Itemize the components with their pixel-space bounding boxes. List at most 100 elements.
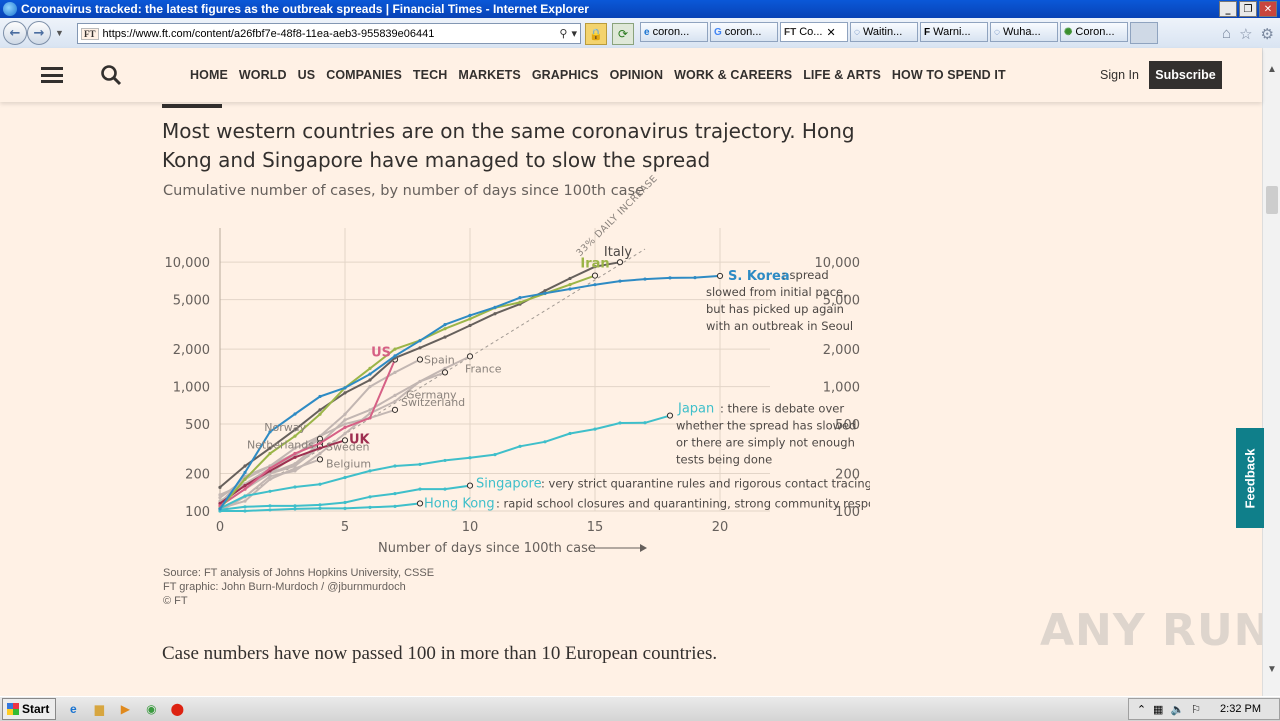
- window-title: Coronavirus tracked: the latest figures …: [21, 2, 589, 16]
- data-point: [418, 339, 422, 343]
- network-icon[interactable]: ▦: [1153, 703, 1164, 716]
- anyrun-watermark: ANY RUN: [1040, 605, 1272, 656]
- tab-label: Waitin...: [862, 26, 903, 38]
- show-hidden-icons[interactable]: ⌃: [1136, 703, 1147, 716]
- data-point: [368, 408, 372, 412]
- feedback-tab[interactable]: Feedback: [1236, 428, 1264, 528]
- nav-item[interactable]: HOW TO SPEND IT: [891, 68, 1006, 82]
- subscribe-button[interactable]: Subscribe: [1149, 61, 1222, 89]
- volume-icon[interactable]: 🔈: [1170, 703, 1185, 716]
- chart-annotation: : very strict quarantine rules and rigor…: [541, 477, 870, 491]
- data-point: [393, 464, 397, 468]
- series-label: France: [465, 362, 502, 375]
- data-point: [268, 446, 272, 450]
- dropdown-icon[interactable]: ▾: [571, 28, 577, 40]
- close-tab-icon[interactable]: ✕: [826, 26, 836, 39]
- data-point: [343, 506, 347, 510]
- tools-gear-icon[interactable]: ⚙: [1260, 26, 1274, 43]
- nav-item[interactable]: OPINION: [609, 68, 664, 82]
- nav-item[interactable]: WORK & CAREERS: [674, 68, 793, 82]
- media-player-icon[interactable]: ▶: [120, 702, 130, 716]
- ie-taskbar-icon[interactable]: e: [70, 702, 77, 716]
- data-point: [618, 279, 622, 283]
- data-point: [468, 456, 472, 460]
- nav-item[interactable]: US: [297, 68, 316, 82]
- y-tick-label-right: 10,000: [815, 256, 861, 271]
- restore-button[interactable]: ❐: [1239, 1, 1257, 17]
- favorites-star-icon[interactable]: ☆: [1239, 26, 1253, 43]
- search-icon[interactable]: [100, 64, 122, 86]
- virus-icon: ✺: [1064, 26, 1073, 38]
- data-point: [466, 482, 474, 489]
- data-point: [668, 276, 672, 280]
- nav-item[interactable]: GRAPHICS: [531, 68, 599, 82]
- browser-tab[interactable]: FT Co... ✕: [780, 22, 848, 42]
- new-tab-button[interactable]: [1130, 22, 1158, 44]
- data-point: [268, 474, 272, 478]
- browser-tab[interactable]: ◌ Wuha...: [990, 22, 1058, 42]
- data-point: [416, 356, 424, 363]
- nav-item[interactable]: COMPANIES: [326, 68, 402, 82]
- series-label: Sweden: [326, 440, 369, 453]
- explorer-folder-icon[interactable]: ▆: [94, 702, 104, 716]
- scroll-down-icon[interactable]: ▼: [1267, 664, 1277, 675]
- data-point: [416, 500, 424, 507]
- chart-annotation: : spread: [782, 268, 829, 282]
- action-center-flag-icon[interactable]: ⚐: [1191, 703, 1202, 716]
- sign-in-link[interactable]: Sign In: [1100, 68, 1139, 82]
- browser-tab[interactable]: e coron...: [640, 22, 708, 42]
- scrollbar-thumb[interactable]: [1266, 186, 1278, 214]
- x-tick-label: 10: [462, 520, 479, 535]
- data-point: [293, 446, 297, 450]
- address-url[interactable]: https://www.ft.com/content/a26fbf7e-48f8…: [102, 27, 435, 40]
- data-point: [518, 296, 522, 300]
- nav-item[interactable]: MARKETS: [458, 68, 521, 82]
- data-point: [593, 427, 597, 431]
- y-tick-label-right: 200: [835, 468, 860, 483]
- data-point: [293, 455, 297, 459]
- start-button[interactable]: Start: [2, 698, 57, 720]
- series-line: [219, 359, 396, 507]
- ie-icon: [3, 2, 17, 16]
- nav-item[interactable]: HOME: [190, 68, 228, 82]
- data-point: [368, 495, 372, 499]
- clock[interactable]: 2:32 PM: [1220, 703, 1261, 715]
- browser-tab[interactable]: F Warni...: [920, 22, 988, 42]
- nav-item[interactable]: TECH: [412, 68, 448, 82]
- data-point: [666, 412, 674, 419]
- lock-icon[interactable]: 🔒: [585, 23, 607, 45]
- y-tick-label-left: 5,000: [173, 294, 210, 309]
- search-icon[interactable]: ⚲: [559, 28, 568, 40]
- chrome-icon[interactable]: ◉: [146, 702, 157, 716]
- browser-tab[interactable]: ✺ Coron...: [1060, 22, 1128, 42]
- tab-label: Co...: [799, 26, 823, 38]
- forward-button[interactable]: →: [27, 21, 51, 45]
- close-window-button[interactable]: ✕: [1259, 1, 1277, 17]
- home-icon[interactable]: ⌂: [1222, 25, 1232, 42]
- nav-item[interactable]: LIFE & ARTS: [803, 68, 881, 82]
- menu-icon[interactable]: [41, 67, 63, 83]
- refresh-icon[interactable]: ⟳: [612, 23, 634, 45]
- data-point: [418, 346, 422, 350]
- data-point: [618, 421, 622, 425]
- back-button[interactable]: ←: [3, 21, 27, 45]
- data-point: [543, 291, 547, 295]
- scroll-up-icon[interactable]: ▲: [1267, 64, 1277, 75]
- browser-tab[interactable]: ◌ Waitin...: [850, 22, 918, 42]
- nav-item[interactable]: WORLD: [238, 68, 287, 82]
- chart-annotation: with an outbreak in Seoul: [706, 319, 853, 333]
- windows-taskbar: Start e ▆ ▶ ◉ ⬤ ⌃ ▦ 🔈 ⚐ 2:32 PM: [0, 696, 1280, 721]
- f-icon: F: [924, 26, 931, 38]
- address-bar[interactable]: FT https://www.ft.com/content/a26fbf7e-4…: [77, 23, 581, 44]
- ft-icon: FT: [784, 26, 797, 38]
- page-scrollbar[interactable]: ▲ ▼: [1262, 48, 1280, 696]
- data-point: [243, 505, 247, 509]
- security-alert-icon[interactable]: ⬤: [170, 702, 185, 716]
- history-dropdown-icon[interactable]: ▼: [55, 28, 64, 38]
- data-point: [318, 506, 322, 510]
- data-point: [243, 470, 247, 475]
- data-point: [393, 504, 397, 508]
- minimize-button[interactable]: _: [1219, 1, 1237, 17]
- data-point: [493, 305, 497, 309]
